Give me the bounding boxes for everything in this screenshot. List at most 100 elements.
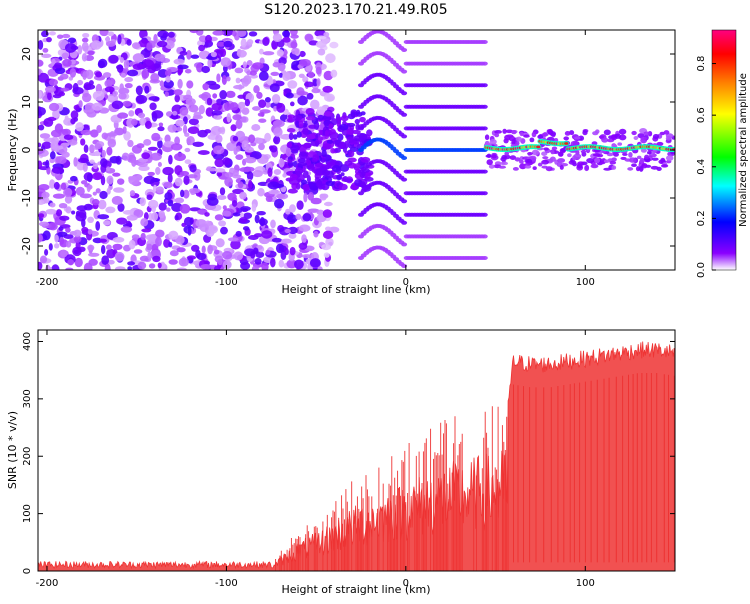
harmonic-band <box>401 91 408 96</box>
noise-cell <box>221 30 234 37</box>
noise-cell <box>235 119 243 130</box>
noise-cell <box>71 210 76 215</box>
noise-cell <box>321 243 331 251</box>
noise-cell <box>246 171 254 181</box>
noise-cell <box>140 218 149 227</box>
noise-cell <box>144 85 150 94</box>
noise-cell <box>41 53 52 58</box>
weak-cell <box>633 135 639 141</box>
noise-cell <box>240 116 247 123</box>
cluster-cell <box>293 114 303 121</box>
noise-cell <box>262 51 275 56</box>
cluster-cell <box>359 116 366 123</box>
noise-cell <box>192 141 204 147</box>
noise-cell <box>149 102 157 111</box>
noise-cell <box>210 51 217 58</box>
noise-cell <box>223 40 233 48</box>
noise-cell <box>230 124 237 132</box>
weak-cell <box>549 156 556 162</box>
noise-cell <box>147 251 152 260</box>
noise-cell <box>324 226 332 231</box>
noise-cell <box>119 56 124 64</box>
noise-cell <box>112 243 123 251</box>
cluster-cell <box>351 129 361 135</box>
harmonic-band <box>481 104 488 109</box>
weak-cell <box>644 154 650 160</box>
noise-cell <box>256 244 263 250</box>
noise-cell <box>47 116 57 122</box>
noise-cell <box>205 107 214 117</box>
noise-cell <box>286 214 298 223</box>
noise-cell <box>257 137 263 144</box>
noise-cell <box>311 88 321 94</box>
cluster-cell <box>306 175 311 183</box>
noise-cell <box>167 173 173 184</box>
noise-cell <box>101 132 109 140</box>
noise-cell <box>174 177 183 187</box>
noise-cell <box>92 191 97 196</box>
noise-cell <box>219 187 226 196</box>
noise-cell <box>92 90 105 101</box>
noise-cell <box>106 146 113 156</box>
noise-cell <box>143 175 156 185</box>
weak-cell <box>511 129 517 135</box>
noise-cell <box>60 87 70 92</box>
noise-cell <box>179 106 189 116</box>
noise-cell <box>70 175 78 182</box>
noise-cell <box>323 201 333 207</box>
noise-cell <box>121 152 130 161</box>
colorbar-ticks: 0.0 0.2 0.4 0.6 0.8 <box>696 56 716 278</box>
noise-cell <box>105 244 112 251</box>
noise-cell <box>51 166 64 174</box>
noise-cell <box>132 53 145 63</box>
noise-cell <box>54 62 63 69</box>
cluster-cell <box>322 143 332 150</box>
noise-cell <box>294 259 304 270</box>
noise-cell <box>182 189 190 199</box>
weak-cell <box>531 131 537 138</box>
noise-cell <box>220 226 228 235</box>
cluster-cell <box>328 123 334 130</box>
weak-cell <box>504 154 511 160</box>
noise-cell <box>274 198 285 209</box>
noise-cell <box>241 77 250 87</box>
noise-cell <box>180 189 185 198</box>
noise-cell <box>87 228 93 235</box>
cluster-cell <box>301 179 308 186</box>
noise-cell <box>64 115 69 123</box>
noise-cell <box>227 237 239 242</box>
noise-cell <box>264 97 271 103</box>
noise-cell <box>282 30 290 38</box>
noise-cell <box>174 94 180 103</box>
noise-cell <box>288 232 297 239</box>
cluster-cell <box>288 132 294 141</box>
noise-cell <box>38 233 43 243</box>
noise-cell <box>128 175 140 185</box>
noise-cell <box>244 146 254 153</box>
noise-cell <box>141 152 151 160</box>
noise-cell <box>75 186 85 196</box>
noise-cell <box>267 167 273 177</box>
noise-cell <box>222 260 232 270</box>
noise-cell <box>61 52 69 60</box>
noise-cell <box>114 266 126 270</box>
noise-cell <box>289 204 296 213</box>
noise-cell <box>81 37 89 43</box>
noise-cell <box>247 179 253 190</box>
noise-cell <box>179 170 190 177</box>
noise-cell <box>212 145 225 155</box>
cluster-cell <box>346 122 356 127</box>
noise-cell <box>175 127 183 132</box>
noise-cell <box>214 168 226 173</box>
noise-cell <box>213 249 220 255</box>
harmonic-band <box>481 169 488 174</box>
noise-cell <box>153 33 158 44</box>
noise-cell <box>112 90 119 96</box>
noise-cell <box>115 155 122 165</box>
noise-cell <box>70 118 76 125</box>
noise-cell <box>124 77 134 83</box>
colorbar-tick-label: 0.6 <box>696 107 707 123</box>
noise-cell <box>277 62 286 72</box>
noise-cell <box>87 50 95 56</box>
weak-cell <box>592 153 601 157</box>
